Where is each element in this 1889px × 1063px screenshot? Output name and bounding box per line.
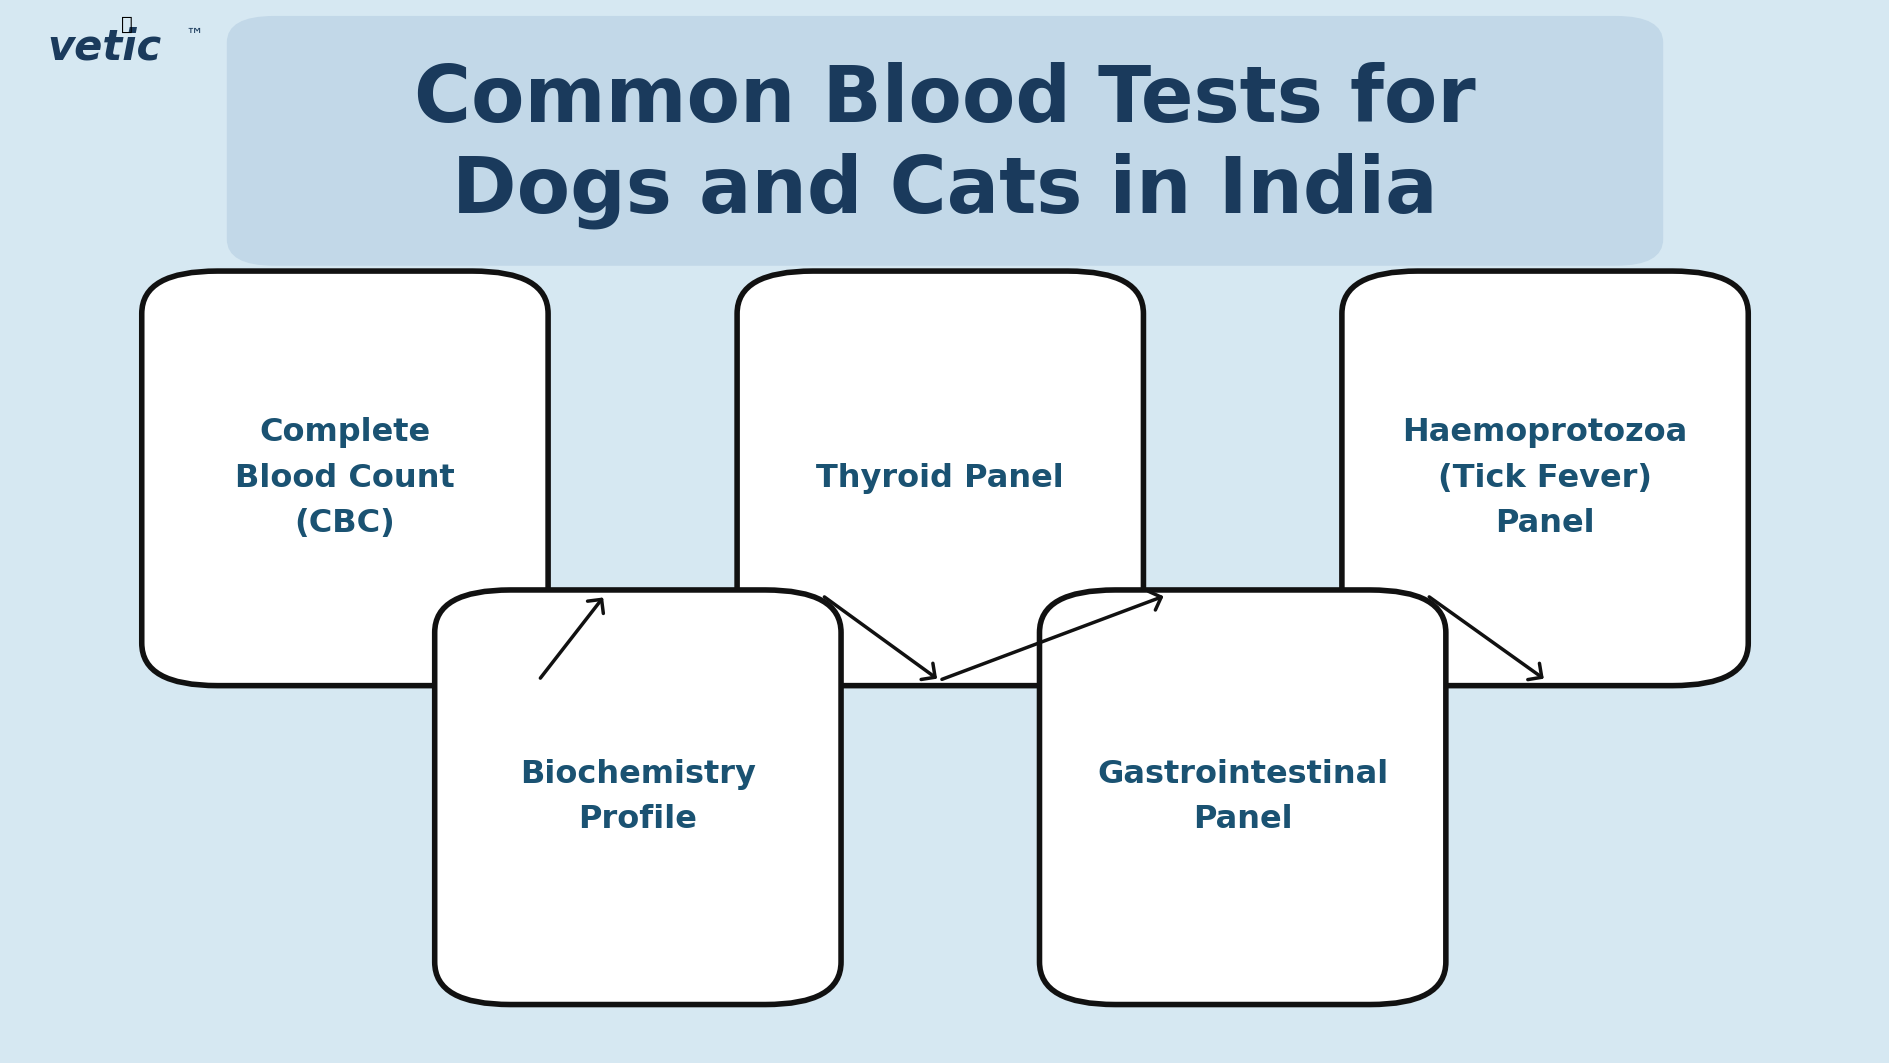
Text: Gastrointestinal
Panel: Gastrointestinal Panel — [1096, 759, 1388, 836]
FancyBboxPatch shape — [227, 16, 1662, 266]
Text: Dogs and Cats in India: Dogs and Cats in India — [451, 153, 1438, 230]
Text: Thyroid Panel: Thyroid Panel — [816, 462, 1064, 494]
FancyBboxPatch shape — [1039, 590, 1445, 1005]
FancyBboxPatch shape — [737, 271, 1143, 686]
Text: Common Blood Tests for: Common Blood Tests for — [414, 62, 1475, 138]
FancyBboxPatch shape — [142, 271, 548, 686]
Text: 🐾: 🐾 — [121, 15, 132, 34]
Text: Haemoprotozoa
(Tick Fever)
Panel: Haemoprotozoa (Tick Fever) Panel — [1402, 418, 1687, 539]
Text: ™: ™ — [185, 27, 204, 45]
FancyBboxPatch shape — [434, 590, 841, 1005]
Text: Biochemistry
Profile: Biochemistry Profile — [519, 759, 756, 836]
Text: Complete
Blood Count
(CBC): Complete Blood Count (CBC) — [234, 418, 455, 539]
FancyBboxPatch shape — [1341, 271, 1747, 686]
Text: vetic: vetic — [47, 27, 161, 69]
